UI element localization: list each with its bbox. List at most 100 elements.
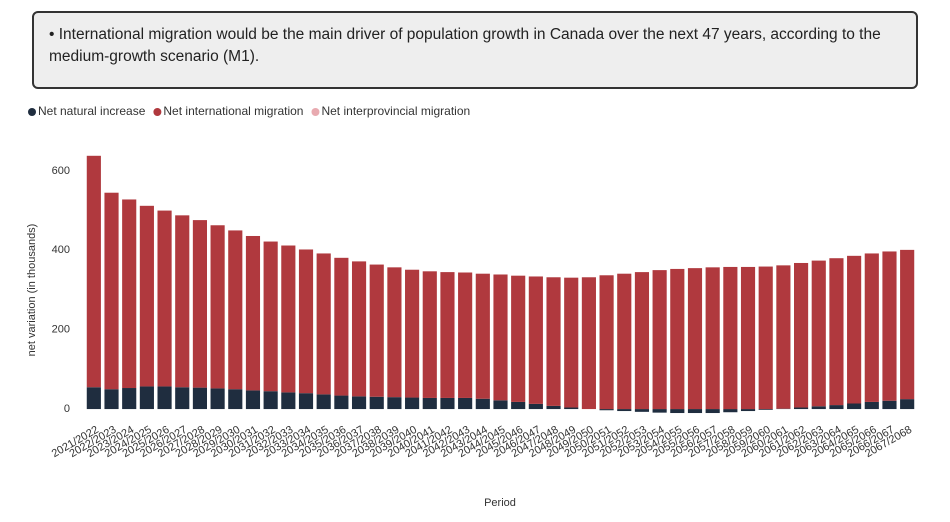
bar-segment (369, 264, 384, 397)
bar-segment (634, 272, 650, 410)
bar-segment (847, 255, 862, 404)
bar-segment (864, 401, 879, 410)
bar-segment (104, 192, 119, 390)
bar-segment (564, 407, 579, 410)
bar-segment (458, 397, 473, 410)
bar-segment (298, 249, 314, 394)
bar-segment (122, 388, 137, 410)
bar-segment (740, 409, 756, 412)
y-tick-label: 200 (52, 324, 70, 336)
bar-segment (316, 253, 331, 395)
bar-segment (687, 409, 703, 414)
bar-segment (794, 262, 809, 408)
bar-segment (723, 409, 738, 413)
bar-segment (705, 409, 720, 414)
bar-segment (776, 265, 791, 409)
bar-segment (281, 245, 296, 393)
bar-segment (546, 277, 561, 406)
bar-segment (334, 257, 349, 396)
bar-segment (829, 405, 844, 410)
bar-segment (405, 397, 420, 410)
bar-segment (475, 398, 490, 410)
bar-segment (387, 267, 402, 398)
legend-marker (153, 108, 162, 116)
bar-segment (458, 272, 473, 398)
bar-segment (847, 403, 862, 410)
bar-segment (192, 387, 207, 410)
bar-segment (245, 235, 261, 391)
bar-segment (440, 272, 455, 398)
bar-segment (192, 220, 207, 388)
bar-segment (687, 268, 703, 410)
bar-segment (758, 409, 773, 410)
bar-segment (139, 205, 154, 387)
bar-segment (228, 230, 243, 390)
bar-segment (900, 399, 915, 410)
bar-segment (175, 387, 190, 410)
bar-segment (528, 276, 543, 404)
bar-segment (422, 271, 437, 398)
bar-segment (670, 409, 685, 414)
x-axis-title: Period (484, 497, 516, 509)
y-tick-label: 600 (52, 165, 70, 177)
bar-segment (617, 273, 632, 410)
bar-segment (104, 389, 119, 410)
bar-segment (263, 241, 278, 392)
bar-segment (794, 407, 809, 410)
bar-segment (493, 274, 508, 401)
bar-segment (175, 215, 190, 388)
legend-marker (311, 108, 320, 116)
bar-segment (581, 277, 596, 410)
legend-marker (28, 108, 36, 116)
y-axis-title: net variation (in thousands) (26, 224, 38, 357)
bar-segment (652, 270, 667, 410)
bar-segment (758, 266, 773, 410)
bar-segment (599, 409, 614, 411)
bar-segment (511, 275, 526, 402)
bar-segment (139, 386, 154, 410)
bar-segment (387, 397, 402, 410)
bar-segment (245, 390, 261, 410)
bar-segment (882, 400, 897, 410)
bar-segment (811, 406, 826, 410)
bar-segment (740, 266, 756, 410)
bar-segment (705, 267, 720, 410)
bar-segment (440, 397, 455, 410)
bar-segment (281, 392, 296, 410)
bar-segment (723, 266, 738, 410)
bar-segment (599, 275, 614, 410)
bar-segment (86, 155, 101, 388)
bar-segment (157, 210, 172, 387)
bar-segment (564, 277, 579, 408)
bar-segment (298, 393, 314, 410)
bar-segment (670, 268, 685, 410)
bar-segment (475, 273, 490, 399)
bar-segment (652, 409, 667, 413)
bar-segment (634, 409, 650, 412)
legend-label: Net international migration (163, 104, 303, 118)
bar-segment (157, 386, 172, 410)
bar-segment (263, 391, 278, 410)
bar-segment (369, 396, 384, 410)
bar-segment (228, 389, 243, 410)
bar-segment (316, 394, 331, 410)
bar-segment (405, 269, 420, 398)
legend-label: Net interprovincial migration (321, 104, 470, 118)
bar-segment (422, 397, 437, 410)
bar-segment (210, 225, 225, 389)
bar-segment (511, 401, 526, 410)
bar-segment (900, 249, 915, 400)
bar-segment (864, 253, 879, 402)
bar-segment (528, 403, 543, 410)
bar-segment (811, 260, 826, 407)
bar-segment (493, 400, 508, 410)
callout: • International migration would be the m… (32, 11, 918, 89)
bar-segment (122, 199, 137, 389)
y-tick-label: 400 (52, 244, 70, 256)
bar-segment (617, 409, 632, 412)
bar-segment (86, 387, 101, 410)
legend-label: Net natural increase (38, 104, 146, 118)
bar-segment (882, 251, 897, 401)
